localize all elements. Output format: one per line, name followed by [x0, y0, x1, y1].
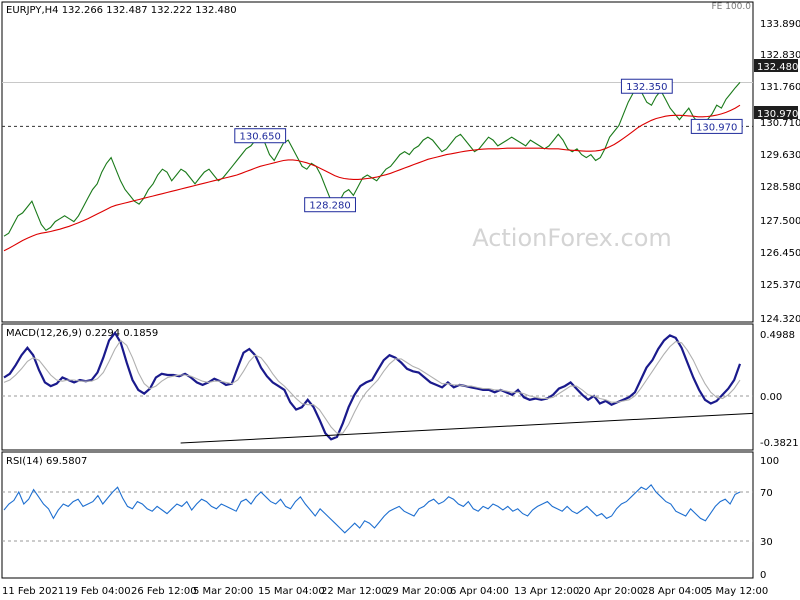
annotation-label: 128.280	[309, 201, 350, 212]
x-axis-label: 11 Feb 2021	[2, 586, 64, 597]
x-axis-label: 5 May 12:00	[706, 586, 768, 597]
price-series-line-1	[3, 104, 741, 252]
price-annotation: 130.650	[234, 128, 287, 144]
macd-trendline	[180, 412, 754, 444]
current-price-value: 132.480	[757, 62, 798, 73]
macd-tick: 0.00	[760, 392, 782, 403]
price-tick: 128.580	[760, 182, 800, 193]
rsi-series-line-0	[3, 483, 741, 534]
x-axis-label: 22 Mar 12:00	[321, 586, 388, 597]
price-tick: 127.500	[760, 216, 800, 227]
annotation-label: 130.650	[240, 132, 281, 143]
rsi-tick: 100	[760, 456, 779, 467]
level-tag: 130.970	[754, 106, 798, 120]
x-axis-label: 20 Apr 20:00	[578, 586, 643, 597]
top-right-label: FE 100.0	[712, 2, 752, 12]
price-annotation: 128.280	[304, 197, 356, 213]
x-axis-label: 6 Apr 04:00	[450, 586, 509, 597]
annotation-label: 132.350	[626, 82, 667, 93]
level-tag-value: 130.970	[757, 109, 798, 120]
macd-title: MACD(12,26,9) 0.2294 0.1859	[6, 328, 158, 339]
x-axis-label: 13 Apr 12:00	[514, 586, 579, 597]
price-tick: 133.890	[760, 19, 800, 30]
x-axis-label: 29 Mar 20:00	[386, 586, 453, 597]
price-tick: 132.830	[760, 50, 800, 61]
x-axis-label: 19 Feb 04:00	[65, 586, 131, 597]
current-price-tag: 132.480	[754, 59, 798, 73]
price-tick: 129.630	[760, 150, 800, 161]
price-annotation: 132.350	[620, 78, 673, 94]
price-tick: 124.320	[760, 314, 800, 325]
x-axis-label: 15 Mar 04:00	[258, 586, 325, 597]
watermark: ActionForex.com	[472, 224, 672, 252]
x-axis-label: 26 Feb 12:00	[131, 586, 197, 597]
x-axis-label: 28 Apr 04:00	[642, 586, 707, 597]
annotation-label: 130.970	[696, 122, 737, 133]
price-pane-frame	[1, 1, 754, 323]
macd-tick: 0.4988	[760, 330, 795, 341]
rsi-tick: 0	[760, 570, 766, 581]
price-tick: 125.370	[760, 280, 800, 291]
price-tick: 131.760	[760, 82, 800, 93]
macd-tick: -0.3821	[760, 438, 799, 449]
rsi-pane-frame	[1, 451, 754, 579]
rsi-tick: 30	[760, 537, 773, 548]
x-axis-label: 5 Mar 20:00	[193, 586, 253, 597]
rsi-tick: 70	[760, 488, 773, 499]
rsi-title: RSI(14) 69.5807	[6, 456, 87, 467]
macd-pane-frame	[1, 323, 754, 451]
symbol-header: EURJPY,H4 132.266 132.487 132.222 132.48…	[6, 5, 237, 16]
price-tick: 130.710	[760, 118, 800, 129]
price-tick: 126.450	[760, 248, 800, 259]
price-annotation: 130.970	[690, 118, 743, 134]
macd-series-line-1	[3, 339, 741, 434]
